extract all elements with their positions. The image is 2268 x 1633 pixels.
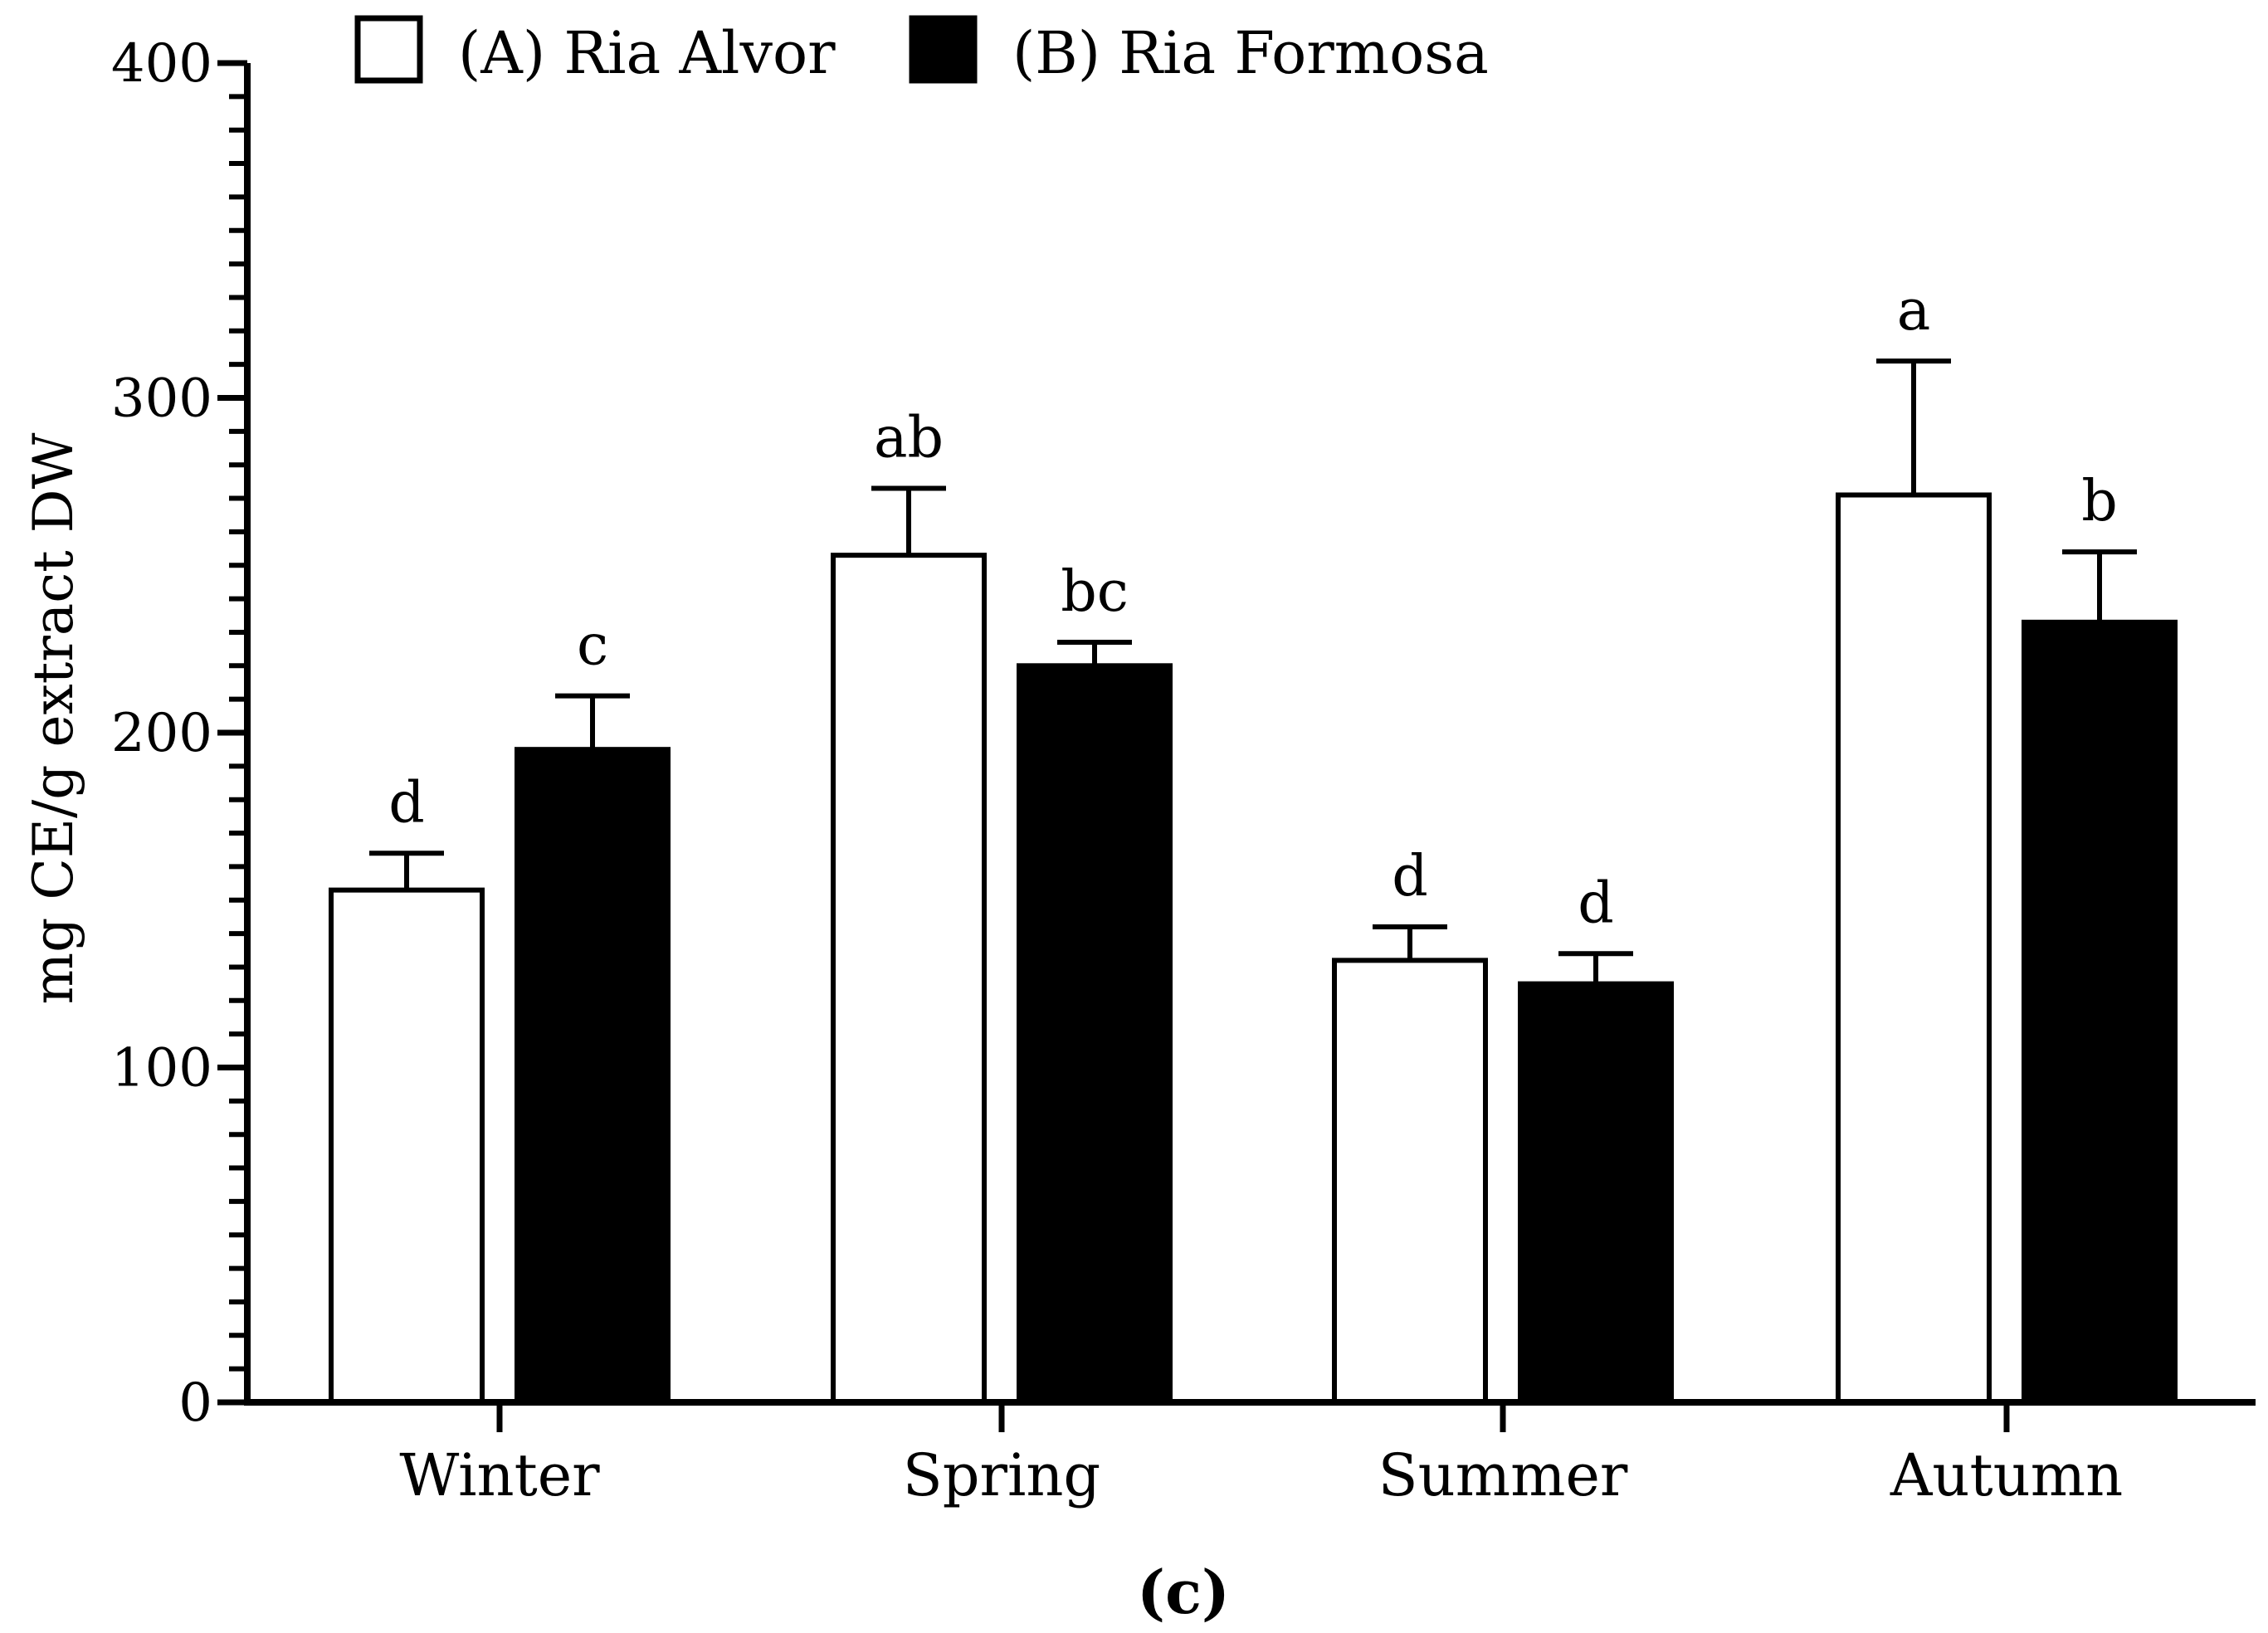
y-tick-label: 0 (178, 1372, 212, 1434)
y-axis-label: mg CE/g extract DW (22, 432, 85, 1004)
y-tick-label: 200 (111, 703, 212, 764)
significance-letter-b-ria-formosa-winter: c (577, 613, 608, 679)
significance-letter-b-ria-formosa-autumn: b (2081, 469, 2118, 534)
x-tick-label-summer: Summer (1378, 1441, 1628, 1509)
legend-swatch-ria-alvor (354, 15, 423, 84)
bar-b-ria-formosa-winter (515, 747, 671, 1405)
bar-b-ria-formosa-summer (1518, 981, 1674, 1405)
bar-b-ria-formosa-autumn (2022, 619, 2178, 1405)
y-tick-label: 100 (111, 1038, 212, 1099)
significance-letter-a-ria-alvor-spring: ab (874, 405, 944, 470)
panel-label: (c) (1137, 1557, 1230, 1627)
y-tick-label: 300 (111, 368, 212, 430)
legend-label-ria-formosa: (B) Ria Formosa (1012, 19, 1489, 87)
bar-a-ria-alvor-spring (831, 553, 987, 1405)
bar-a-ria-alvor-winter (329, 887, 485, 1405)
significance-letter-a-ria-alvor-winter: d (388, 770, 425, 836)
legend-label-ria-alvor: (A) Ria Alvor (458, 19, 836, 87)
x-tick-label-spring: Spring (903, 1441, 1101, 1509)
bar-a-ria-alvor-autumn (1836, 492, 1992, 1405)
significance-letter-b-ria-formosa-spring: bc (1061, 559, 1129, 625)
bar-a-ria-alvor-summer (1332, 958, 1488, 1405)
axes-layer: 0 100 200 300 400 Winter Spring Summer Autumn (111, 33, 2256, 1509)
x-tick-label-winter: Winter (399, 1441, 600, 1509)
legend: (A) Ria Alvor (B) Ria Formosa (354, 15, 1489, 87)
bar-b-ria-formosa-spring (1017, 663, 1173, 1405)
y-tick-label: 400 (111, 33, 212, 95)
significance-letter-a-ria-alvor-autumn: a (1897, 278, 1931, 344)
legend-swatch-ria-formosa (909, 15, 978, 84)
significance-letter-a-ria-alvor-summer: d (1392, 844, 1428, 909)
x-tick-label-autumn: Autumn (1890, 1441, 2123, 1509)
significance-letter-b-ria-formosa-summer: d (1578, 870, 1614, 936)
